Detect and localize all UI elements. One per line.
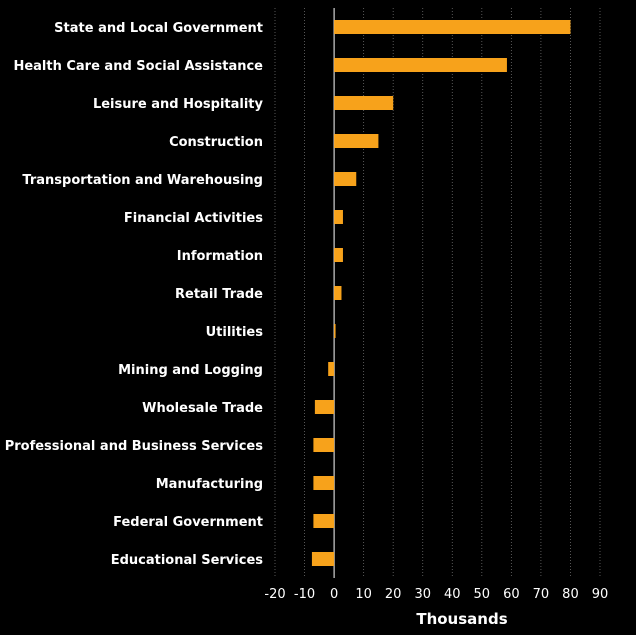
x-tick-label: 30 <box>414 587 431 602</box>
x-tick-label: 10 <box>355 587 372 602</box>
bar <box>311 552 335 566</box>
category-labels: State and Local Government Health Care an… <box>5 21 264 568</box>
bar <box>334 324 336 338</box>
category-label: Financial Activities <box>124 211 263 226</box>
bar <box>313 438 335 452</box>
bar <box>313 476 335 490</box>
category-label: Wholesale Trade <box>142 401 263 416</box>
x-tick-label: 90 <box>592 587 609 602</box>
category-label: Leisure and Hospitality <box>93 97 264 112</box>
bar <box>334 96 394 110</box>
bar <box>314 400 335 414</box>
bar <box>334 210 343 224</box>
category-label: State and Local Government <box>54 21 263 36</box>
x-axis-title: Thousands <box>416 610 507 628</box>
bar <box>313 514 335 528</box>
category-label: Professional and Business Services <box>5 439 264 454</box>
category-label: Construction <box>169 135 263 150</box>
bar <box>334 286 342 300</box>
x-tick-label: -10 <box>294 587 315 602</box>
category-label: Federal Government <box>113 515 263 530</box>
category-label: Information <box>177 249 263 264</box>
x-axis-tick-labels: -20 -10 0 10 20 30 40 50 60 70 80 90 <box>264 587 608 602</box>
bar <box>334 134 379 148</box>
category-label: Health Care and Social Assistance <box>13 59 263 74</box>
x-tick-label: -20 <box>264 587 285 602</box>
x-tick-label: 60 <box>503 587 520 602</box>
gridlines <box>274 8 601 578</box>
bars <box>311 20 571 566</box>
bar <box>334 248 343 262</box>
category-label: Mining and Logging <box>118 363 263 378</box>
x-tick-label: 20 <box>385 587 402 602</box>
x-tick-label: 0 <box>330 587 338 602</box>
category-label: Manufacturing <box>156 477 263 492</box>
x-tick-label: 80 <box>562 587 579 602</box>
x-tick-label: 40 <box>444 587 461 602</box>
x-tick-label: 50 <box>474 587 491 602</box>
category-label: Educational Services <box>111 553 264 568</box>
category-label: Retail Trade <box>175 287 263 302</box>
bar <box>334 58 507 72</box>
bar <box>334 172 357 186</box>
bar <box>334 20 571 34</box>
x-tick-label: 70 <box>533 587 550 602</box>
category-label: Transportation and Warehousing <box>22 173 263 188</box>
category-label: Utilities <box>206 325 264 340</box>
bar <box>328 362 335 376</box>
